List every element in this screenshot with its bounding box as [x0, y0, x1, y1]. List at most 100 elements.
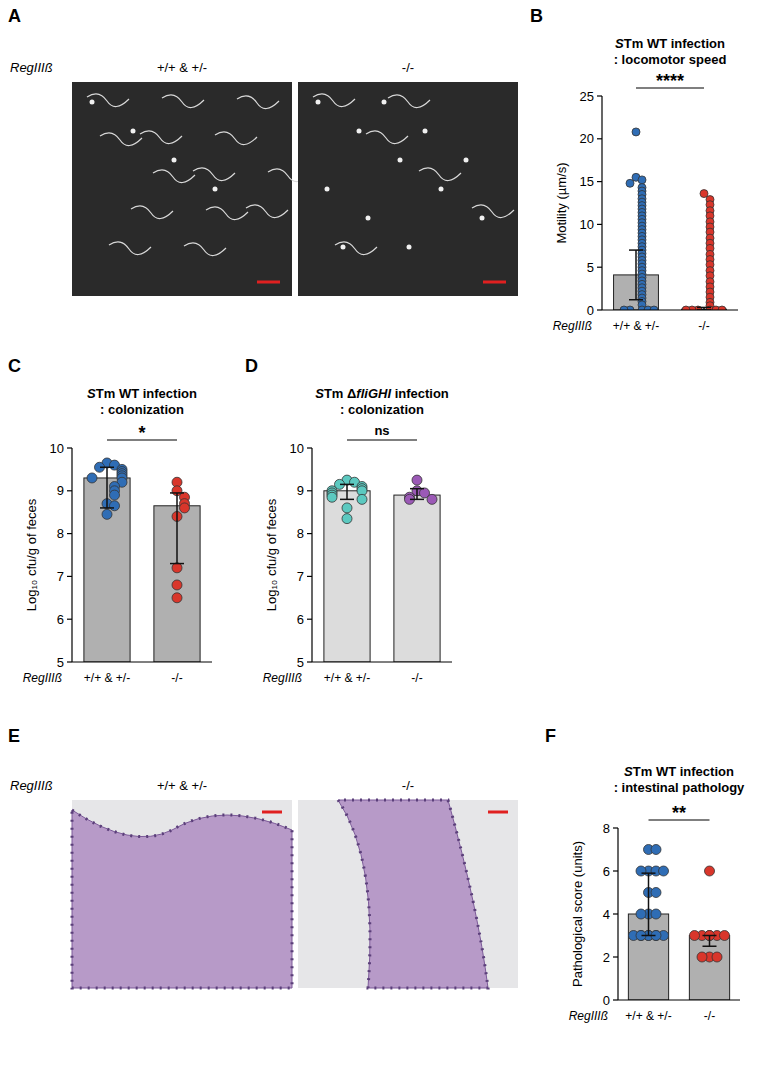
error-cap	[100, 507, 114, 509]
y-tick	[307, 447, 312, 448]
y-tick	[67, 661, 72, 662]
x-axis	[312, 661, 452, 662]
y-tick	[307, 576, 312, 577]
genotype-label: -/-	[402, 778, 414, 793]
y-tick	[307, 533, 312, 534]
y-tick	[597, 224, 602, 225]
y-tick	[613, 870, 618, 871]
error-cap	[629, 299, 643, 301]
bacterium-trail	[206, 207, 248, 220]
plot-area	[614, 128, 727, 310]
bacterium	[213, 187, 218, 192]
error-cap	[697, 307, 711, 309]
y-tick-label: 20	[580, 131, 594, 146]
gene-label: RegIIIß	[10, 60, 53, 75]
y-tick-label: 7	[57, 569, 64, 584]
chart-title: STm ΔfliGHI infection	[315, 386, 449, 401]
panel-letter: D	[245, 356, 258, 376]
micrograph-bg	[298, 82, 518, 296]
y-tick-label: 6	[603, 864, 610, 879]
error-cap	[170, 492, 184, 494]
data-point	[636, 866, 646, 876]
bacterium	[398, 158, 403, 163]
data-point	[172, 563, 182, 573]
error-cap	[100, 467, 114, 469]
bacterium-trail	[237, 96, 279, 109]
x-tick-label: -/-	[171, 671, 182, 685]
bacterium	[423, 129, 428, 134]
micrograph-bg	[72, 82, 292, 296]
data-point	[327, 492, 337, 502]
tissue-cells	[72, 810, 292, 988]
y-tick	[307, 490, 312, 491]
data-point	[651, 909, 661, 919]
micrograph	[72, 82, 310, 296]
panel-letter: C	[8, 356, 21, 376]
y-tick	[67, 490, 72, 491]
y-tick-label: 6	[57, 612, 64, 627]
panel-letter: A	[8, 6, 21, 26]
data-point	[700, 190, 708, 198]
y-tick	[597, 267, 602, 268]
bacterium-trail	[131, 206, 173, 219]
x-tick-label: -/-	[698, 319, 709, 333]
data-point	[659, 866, 669, 876]
bacterium	[366, 216, 371, 221]
y-tick-label: 10	[580, 217, 594, 232]
bacterium-trail	[335, 242, 377, 255]
micrograph	[298, 800, 518, 988]
y-tick-label: 10	[290, 441, 304, 456]
genotype-label: +/+ & +/-	[157, 60, 207, 75]
bacterium-trail	[153, 170, 195, 183]
gene-label: RegIIIß	[10, 778, 53, 793]
y-tick	[597, 181, 602, 182]
data-point	[636, 909, 646, 919]
x-axis	[72, 661, 212, 662]
chart-subtitle: : colonization	[340, 402, 424, 417]
y-axis	[71, 448, 72, 662]
data-point	[690, 931, 700, 941]
bacterium	[90, 100, 95, 105]
bar	[689, 936, 729, 1001]
y-axis	[311, 448, 312, 662]
y-tick	[597, 138, 602, 139]
bacterium	[172, 158, 177, 163]
bacterium-trail	[193, 168, 235, 181]
error-bar	[416, 489, 418, 500]
y-tick	[67, 576, 72, 577]
bacterium-trail	[109, 242, 151, 255]
x-tick-label: +/+ & +/-	[324, 671, 370, 685]
chart-subtitle: : intestinal pathology	[614, 780, 745, 795]
plot-area	[628, 845, 729, 1001]
data-point	[412, 475, 422, 485]
bacterium	[316, 100, 321, 105]
data-point	[712, 952, 722, 962]
x-axis	[618, 999, 740, 1000]
bacterium	[131, 129, 136, 134]
y-tick	[597, 95, 602, 96]
y-tick-label: 10	[50, 441, 64, 456]
y-tick	[307, 619, 312, 620]
figure: ARegIIIß+/+ & +/--/-ERegIIIß+/+ & +/--/-…	[0, 0, 778, 1066]
error-bar	[346, 484, 348, 499]
scale-bar	[483, 281, 506, 284]
y-axis-title: Log₁₀ cfu/g of feces	[264, 498, 279, 611]
y-tick-label: 9	[57, 483, 64, 498]
y-tick-label: 8	[603, 821, 610, 836]
bacterium	[464, 158, 469, 163]
x-axis-title: RegIIIß	[553, 319, 592, 333]
data-point	[87, 473, 97, 483]
x-axis-title: RegIIIß	[23, 671, 62, 685]
genotype-label: -/-	[402, 60, 414, 75]
y-tick-label: 8	[297, 526, 304, 541]
y-tick-label: 9	[297, 483, 304, 498]
y-tick-label: 6	[297, 612, 304, 627]
error-cap	[642, 872, 656, 874]
bacterium-trail	[215, 132, 257, 145]
error-bar	[635, 250, 637, 300]
micrograph	[298, 82, 518, 296]
x-tick-label: +/+ & +/-	[84, 671, 130, 685]
plot-area	[84, 458, 200, 662]
error-cap	[703, 946, 717, 948]
significance-label: **	[672, 803, 686, 823]
